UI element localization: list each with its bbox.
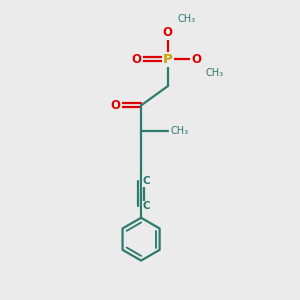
Text: CH₃: CH₃ — [206, 68, 224, 78]
Text: CH₃: CH₃ — [171, 126, 189, 136]
Text: P: P — [163, 53, 173, 66]
Text: O: O — [163, 26, 173, 39]
Text: O: O — [132, 53, 142, 66]
Text: O: O — [191, 53, 201, 66]
Text: C: C — [142, 202, 150, 212]
Text: O: O — [111, 99, 121, 112]
Text: C: C — [142, 176, 150, 186]
Text: CH₃: CH₃ — [177, 14, 196, 24]
